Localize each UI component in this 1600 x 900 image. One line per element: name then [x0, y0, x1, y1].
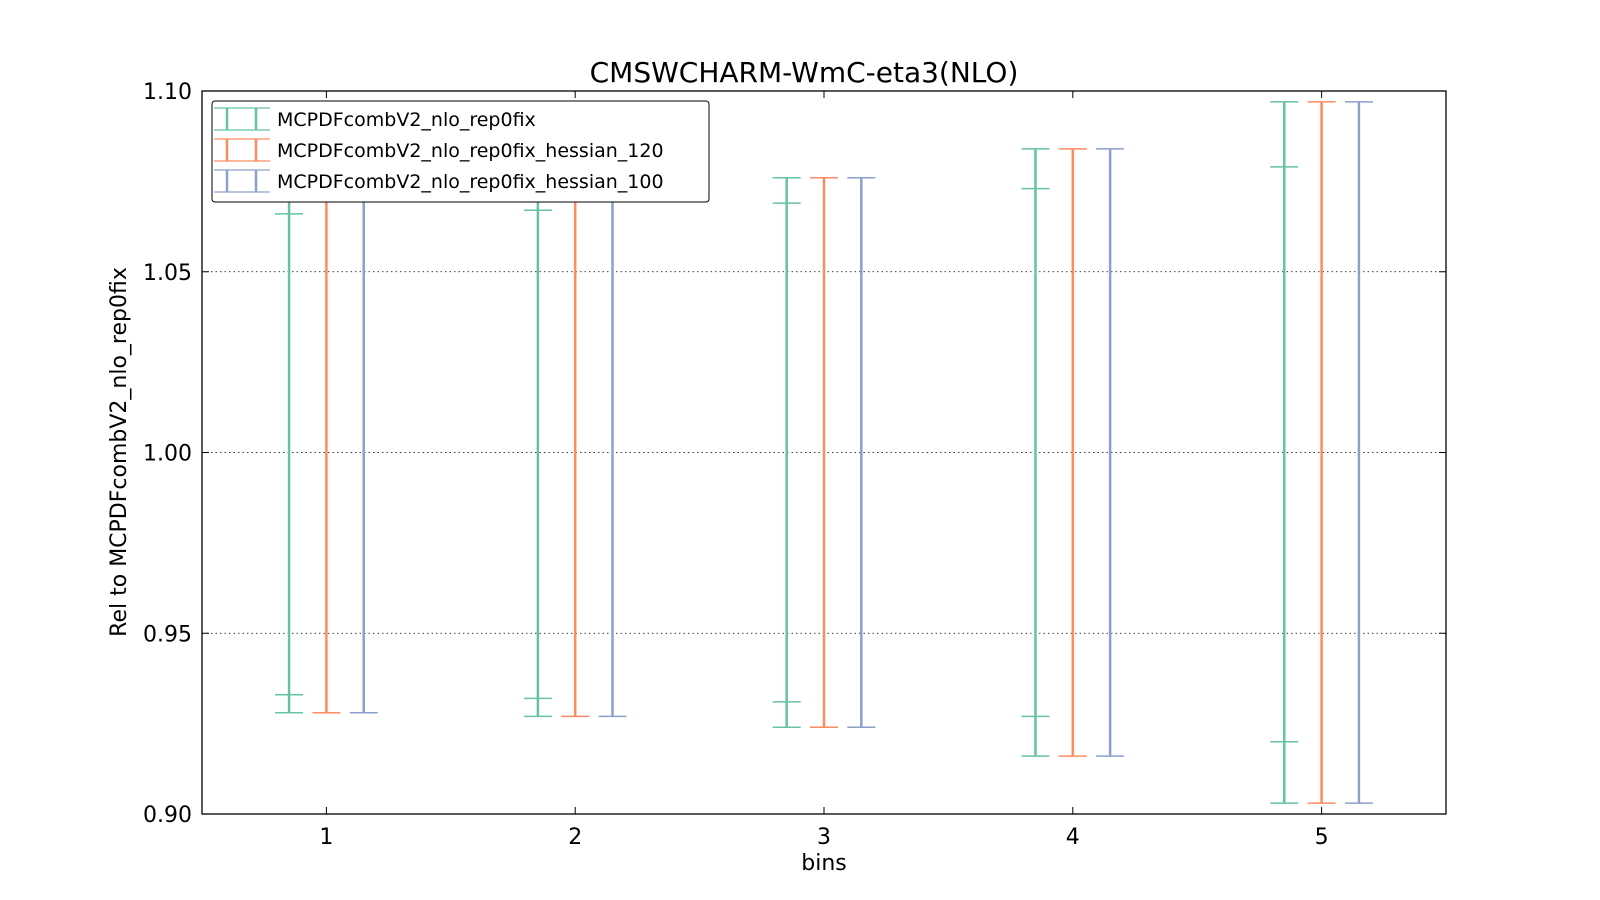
x-tick-label: 5	[1315, 825, 1329, 850]
x-axis-label: bins	[801, 851, 846, 876]
y-tick-label: 1.00	[143, 442, 192, 467]
axis-ticks: 0.90 0.95 1.00 1.05 1.10 1 2 3 4 5	[143, 80, 1446, 850]
x-tick-label: 4	[1066, 825, 1080, 850]
legend-label: MCPDFcombV2_nlo_rep0fix	[277, 109, 536, 131]
chart-title: CMSWCHARM-WmC-eta3(NLO)	[590, 56, 1019, 89]
legend-label: MCPDFcombV2_nlo_rep0fix_hessian_120	[277, 140, 664, 162]
y-tick-label: 1.10	[143, 80, 192, 105]
legend-item-2: MCPDFcombV2_nlo_rep0fix_hessian_120	[214, 138, 664, 162]
series-2	[312, 101, 1336, 804]
data-series	[275, 101, 1373, 804]
legend-item-3: MCPDFcombV2_nlo_rep0fix_hessian_100	[214, 169, 664, 193]
legend-frame	[211, 100, 710, 203]
series-3	[349, 101, 1373, 804]
legend-item-1: MCPDFcombV2_nlo_rep0fix	[214, 107, 536, 131]
legend: MCPDFcombV2_nlo_rep0fix MCPDFcombV2_nlo_r…	[211, 100, 710, 203]
y-tick-label: 0.95	[143, 622, 192, 647]
legend-label: MCPDFcombV2_nlo_rep0fix_hessian_100	[277, 171, 664, 193]
series-1	[275, 101, 1299, 804]
y-tick-label: 1.05	[143, 261, 192, 286]
x-tick-label: 2	[568, 825, 582, 850]
y-axis-label: Rel to MCPDFcombV2_nlo_rep0fix	[107, 267, 132, 637]
y-tick-label: 0.90	[143, 803, 192, 828]
x-tick-label: 1	[319, 825, 333, 850]
x-tick-label: 3	[817, 825, 831, 850]
